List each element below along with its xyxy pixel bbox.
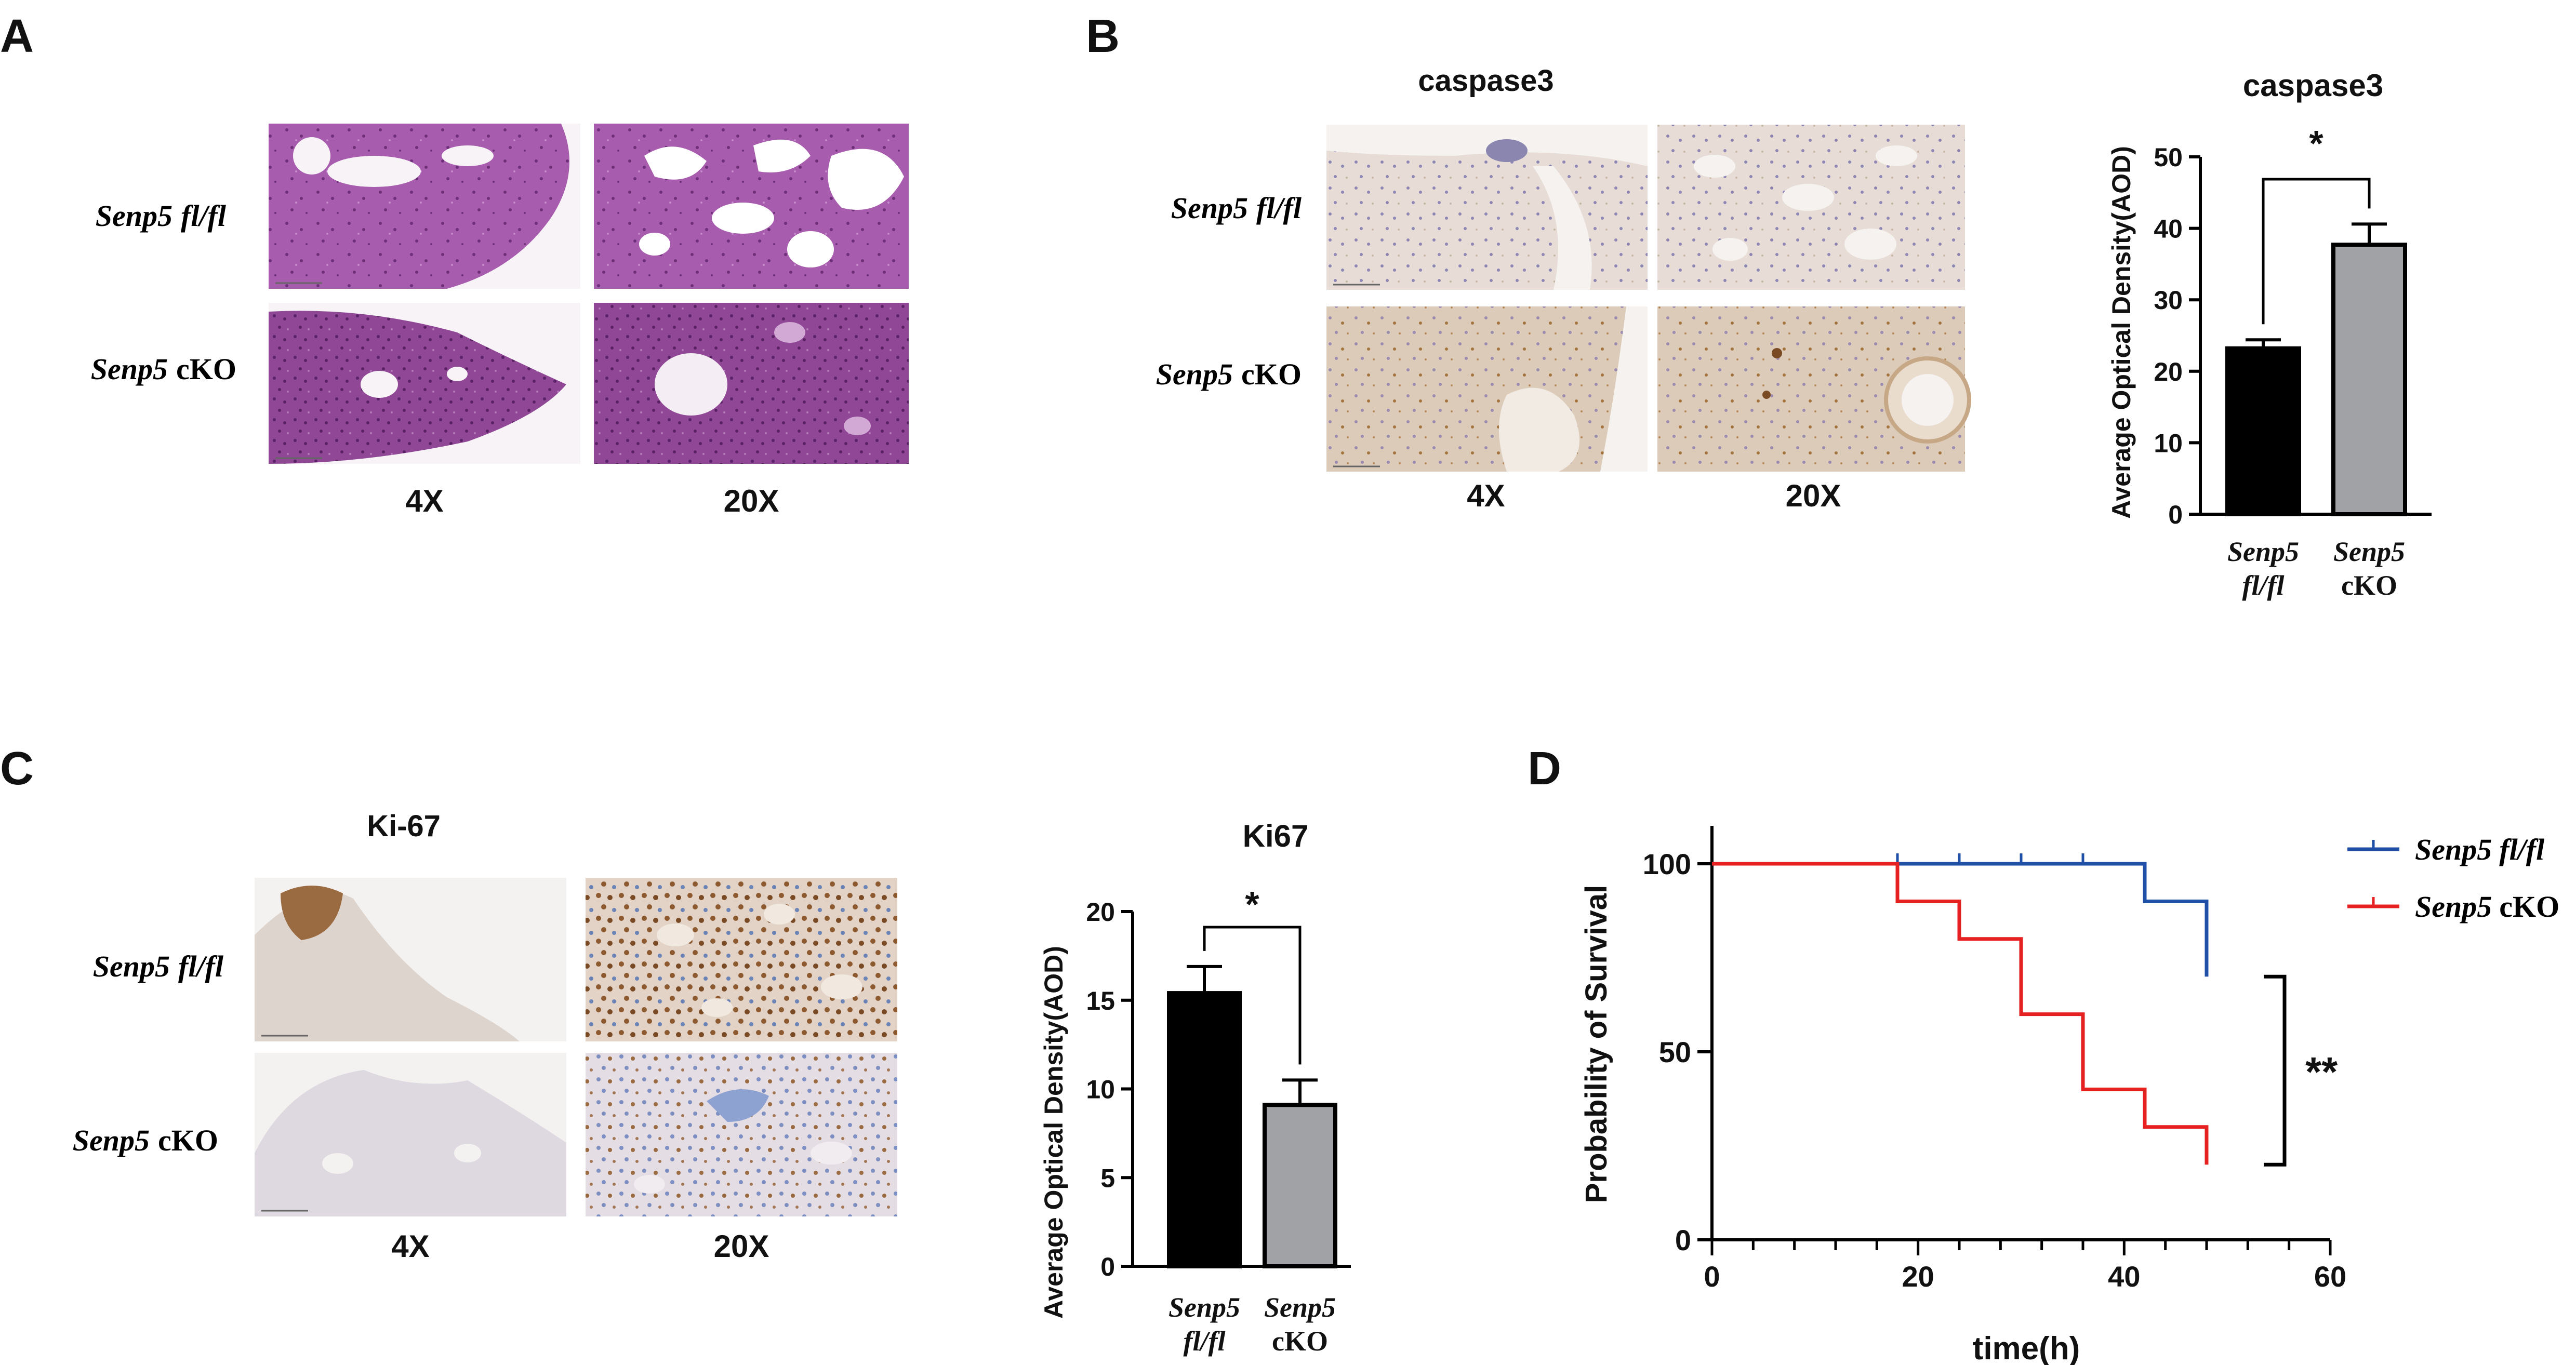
- micrograph-c-ko-20x: [586, 1053, 897, 1216]
- micrograph-a-ko-4x: [269, 303, 580, 464]
- panel-c: Ki-67 Senp5 fl/fl Senp5 cKO: [73, 809, 897, 1264]
- panel-b: caspase3 Senp5 fl/fl Senp5 cKO: [1156, 64, 1971, 513]
- bar-chart-ki67: Ki67 Average Optical Density(AOD) 0 5 10 15…: [1039, 819, 1351, 1357]
- legend-label-ko: Senp5 cKO: [2415, 890, 2559, 924]
- bar-chart-ki67-xlabel-0-line2: fl/fl: [1184, 1326, 1226, 1357]
- panel-letter-c: C: [0, 743, 34, 795]
- mag-label-a-4x: 4X: [405, 484, 443, 518]
- bar-chart-caspase3-xlabel-1-line1: Senp5: [2333, 536, 2405, 567]
- micrograph-b-ko-4x: [1326, 306, 1648, 472]
- survival-chart-ylabel: Probability of Survival: [1579, 885, 1613, 1203]
- micrograph-b-control-4x: [1326, 125, 1648, 290]
- micrograph-b-control-20x: [1657, 125, 1965, 290]
- km-ytick-label-2: 100: [1643, 848, 1691, 880]
- bar-chart-caspase3-title: caspase3: [2243, 68, 2383, 103]
- ki67-ytick-label-1: 5: [1100, 1163, 1115, 1193]
- km-curve-ko: [1712, 862, 2209, 1165]
- bar-chart-caspase3: caspase3 Average Optical Density(AOD) 0 1…: [2107, 68, 2432, 601]
- caspase3-ytick-label-4: 40: [2154, 215, 2183, 244]
- panel-b-stain-title: caspase3: [1418, 64, 1553, 98]
- survival-chart: Probability of Survival time(h) 0 50 100 0 2…: [1579, 826, 2559, 1365]
- panel-letter-b: B: [1086, 10, 1120, 62]
- micrograph-a-ko-20x: [594, 303, 909, 464]
- caspase3-ytick-label-3: 30: [2154, 286, 2183, 315]
- bar-chart-ki67-title: Ki67: [1243, 819, 1309, 853]
- caspase3-ytick-label-1: 10: [2154, 429, 2183, 458]
- mag-label-b-4x: 4X: [1467, 478, 1505, 513]
- km-ytick-label-1: 50: [1659, 1036, 1691, 1068]
- bar-chart-caspase3-ylabel: Average Optical Density(AOD): [2107, 146, 2136, 519]
- micrograph-c-ko-4x: [255, 1053, 566, 1216]
- bar-chart-caspase3-xlabel-0-line2: fl/fl: [2242, 570, 2285, 601]
- caspase3-bar-1: [2331, 243, 2407, 516]
- survival-chart-xlabel: time(h): [1973, 1331, 2080, 1365]
- bar-chart-ki67-xlabel-0-line1: Senp5: [1169, 1292, 1240, 1323]
- bar-chart-caspase3-plot: 0 10 20 30 40 50 *: [2154, 123, 2432, 529]
- km-significance-label: **: [2305, 1049, 2338, 1095]
- bar-chart-caspase3-xlabels: Senp5 fl/fl Senp5 cKO: [2227, 536, 2405, 601]
- bar-chart-ki67-xlabel-1-line1: Senp5: [1264, 1292, 1336, 1323]
- ki67-bar-1: [1263, 1103, 1337, 1269]
- caspase3-ytick-label-2: 20: [2154, 357, 2183, 386]
- micrograph-a-control-4x: [269, 124, 580, 289]
- survival-chart-plot: 0 50 100 0 20 40 60 **: [1643, 826, 2346, 1293]
- ki67-significance-label: *: [1245, 884, 1259, 925]
- panel-c-stain-title: Ki-67: [367, 809, 441, 843]
- km-ytick-label-0: 0: [1675, 1224, 1691, 1256]
- micrograph-c-control-20x: [586, 878, 897, 1041]
- caspase3-significance-bracket: [2262, 178, 2371, 325]
- bar-chart-caspase3-xlabel-0-line1: Senp5: [2227, 536, 2299, 567]
- mag-label-c-20x: 20X: [714, 1229, 769, 1264]
- mag-label-c-4x: 4X: [391, 1229, 429, 1264]
- ki67-ytick-label-2: 10: [1086, 1075, 1115, 1104]
- caspase3-bar-0: [2225, 346, 2301, 516]
- micrograph-c-control-4x: [255, 878, 566, 1041]
- km-xtick-label-3: 60: [2314, 1260, 2346, 1293]
- ki67-ytick-label-0: 0: [1100, 1252, 1115, 1281]
- ki67-significance-bracket: [1203, 926, 1302, 1065]
- row-label-a-control: Senp5 fl/fl: [96, 199, 227, 233]
- caspase3-ytick-label-5: 50: [2154, 143, 2183, 172]
- ki67-bar-0: [1167, 991, 1242, 1268]
- bar-chart-ki67-xlabels: Senp5 fl/fl Senp5 cKO: [1169, 1292, 1336, 1357]
- bar-chart-ki67-plot: 0 5 10 15 20 *: [1086, 884, 1351, 1281]
- panel-a: Senp5 fl/fl Senp5 cKO: [91, 124, 909, 518]
- caspase3-significance-label: *: [2309, 123, 2323, 164]
- bar-chart-ki67-ylabel: Average Optical Density(AOD): [1039, 946, 1068, 1319]
- km-significance-bracket: [2264, 974, 2287, 1167]
- survival-legend: Senp5 fl/fl Senp5 cKO: [2347, 833, 2559, 924]
- micrograph-b-ko-20x: [1657, 306, 1971, 472]
- panel-letter-a: A: [0, 10, 34, 62]
- row-label-a-ko: Senp5 cKO: [91, 352, 236, 386]
- panel-letter-d: D: [1528, 743, 1561, 795]
- micrograph-a-control-20x: [594, 124, 909, 289]
- row-label-b-ko: Senp5 cKO: [1156, 357, 1302, 391]
- km-xtick-label-0: 0: [1704, 1260, 1720, 1293]
- row-label-b-control: Senp5 fl/fl: [1171, 191, 1302, 225]
- bar-chart-caspase3-xlabel-1-line2: cKO: [2341, 570, 2397, 601]
- ki67-ytick-label-4: 20: [1086, 898, 1115, 927]
- row-label-c-ko: Senp5 cKO: [73, 1123, 218, 1157]
- km-xtick-label-1: 20: [1902, 1260, 1934, 1293]
- ki67-ytick-label-3: 15: [1086, 986, 1115, 1015]
- row-label-c-control: Senp5 fl/fl: [93, 949, 224, 983]
- km-xtick-label-2: 40: [2108, 1260, 2140, 1293]
- mag-label-a-20x: 20X: [724, 484, 779, 518]
- mag-label-b-20x: 20X: [1786, 478, 1841, 513]
- km-curve-control: [1712, 862, 2209, 977]
- caspase3-ytick-label-0: 0: [2168, 500, 2183, 529]
- legend-label-control: Senp5 fl/fl: [2415, 833, 2545, 866]
- bar-chart-ki67-xlabel-1-line2: cKO: [1272, 1326, 1328, 1357]
